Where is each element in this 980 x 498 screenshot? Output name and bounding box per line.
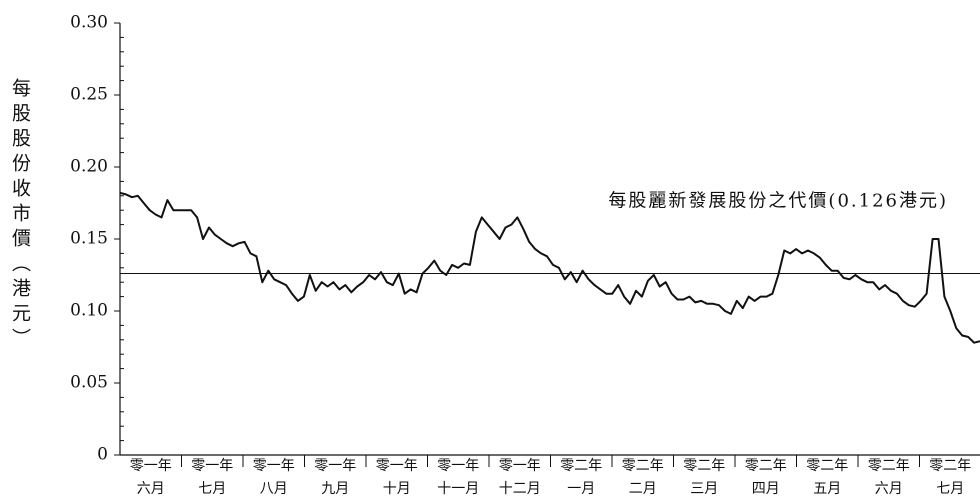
x-tick-label: 七月 (936, 481, 964, 497)
y-tick-label: 0.15 (70, 229, 108, 249)
x-tick-label: 零一年 (253, 458, 295, 474)
y-tick-label: 0 (97, 445, 108, 465)
x-tick-label: 零二年 (622, 458, 664, 474)
y-tick-label: 0.20 (70, 157, 108, 177)
x-tick-label: 九月 (321, 481, 349, 497)
x-tick-label: 五月 (813, 481, 841, 497)
y-axis-label: 每股股份收市價（港元） (9, 78, 31, 353)
x-tick-label: 十月 (383, 481, 411, 497)
x-tick-label: 零二年 (929, 458, 971, 474)
x-tick-label: 八月 (260, 481, 288, 497)
x-tick-label: 零一年 (314, 458, 356, 474)
x-tick-label: 零二年 (806, 458, 848, 474)
y-tick-label: 0.30 (70, 13, 108, 33)
x-tick-label: 七月 (198, 481, 226, 497)
y-tick-label: 0.05 (70, 373, 108, 393)
x-tick-label: 六月 (875, 481, 903, 497)
x-tick-label: 二月 (629, 481, 657, 497)
x-tick-label: 三月 (690, 481, 718, 497)
x-tick-label: 零一年 (499, 458, 541, 474)
x-tick-label: 零一年 (130, 458, 172, 474)
y-tick-label: 0.25 (70, 85, 108, 105)
x-tick-label: 十二月 (499, 481, 541, 497)
x-tick-label: 四月 (752, 481, 780, 497)
x-tick-label: 零一年 (376, 458, 418, 474)
reference-label: 每股麗新發展股份之代價(0.126港元) (608, 191, 948, 212)
price-line (119, 191, 980, 344)
y-tick-label: 0.10 (70, 301, 108, 321)
x-tick-label: 零一年 (437, 458, 479, 474)
x-tick-label: 十一月 (437, 481, 479, 497)
x-tick-label: 零二年 (745, 458, 787, 474)
x-tick-label: 零一年 (191, 458, 233, 474)
x-tick-label: 零二年 (683, 458, 725, 474)
x-tick-label: 零二年 (560, 458, 602, 474)
x-tick-label: 六月 (137, 481, 165, 497)
x-tick-label: 一月 (567, 481, 595, 497)
x-tick-label: 零二年 (868, 458, 910, 474)
